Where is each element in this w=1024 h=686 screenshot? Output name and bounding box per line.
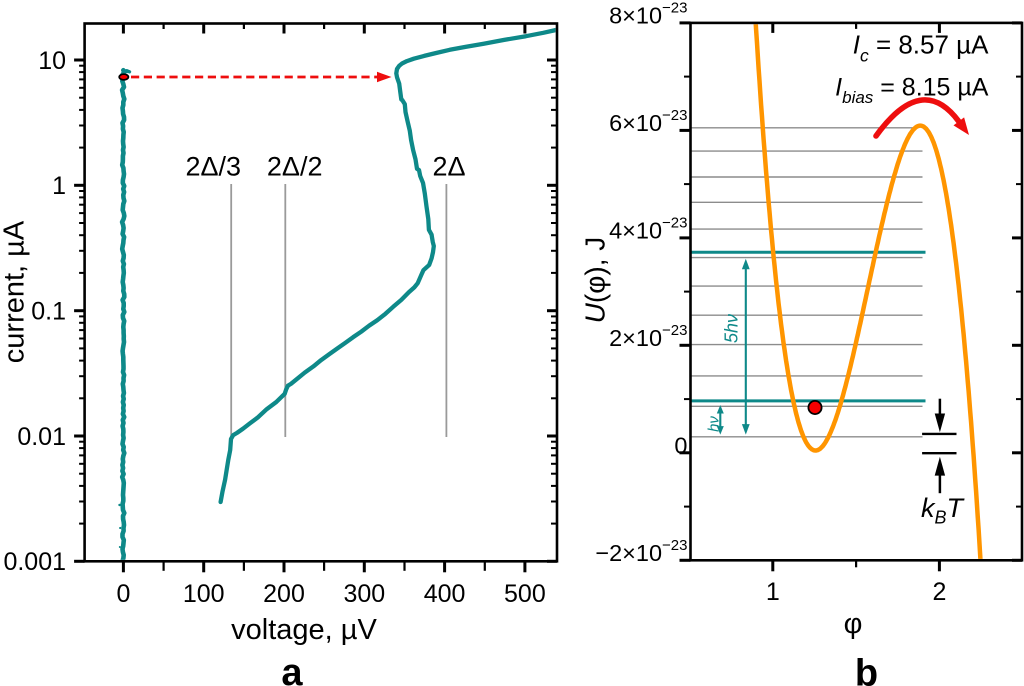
svg-text:10: 10 <box>38 47 66 75</box>
svg-text:5hν: 5hν <box>722 314 742 343</box>
svg-text:0: 0 <box>674 432 687 458</box>
svg-text:2Δ/2: 2Δ/2 <box>267 152 323 182</box>
svg-text:300: 300 <box>343 580 385 608</box>
svg-text:2Δ/3: 2Δ/3 <box>186 152 242 182</box>
svg-text:b: b <box>855 653 878 686</box>
svg-text:0.1: 0.1 <box>31 298 66 326</box>
svg-text:500: 500 <box>504 580 546 608</box>
svg-text:0: 0 <box>116 580 130 608</box>
svg-text:a: a <box>281 652 303 686</box>
svg-text:voltage, µV: voltage, µV <box>231 614 377 646</box>
svg-text:current, µA: current, µA <box>0 220 31 363</box>
svg-text:φ: φ <box>844 608 863 640</box>
svg-text:1: 1 <box>766 578 780 606</box>
svg-text:kBT: kBT <box>921 493 966 528</box>
svg-text:2: 2 <box>932 578 946 606</box>
svg-text:Ibias = 8.15 µA: Ibias = 8.15 µA <box>835 74 989 108</box>
svg-text:Ic = 8.57 µA: Ic = 8.57 µA <box>853 30 989 66</box>
svg-text:U(φ), J: U(φ), J <box>580 237 611 324</box>
svg-text:0.001: 0.001 <box>3 548 66 576</box>
svg-text:hν: hν <box>706 416 723 432</box>
svg-text:1: 1 <box>52 172 66 200</box>
svg-text:4×10−23: 4×10−23 <box>609 214 687 243</box>
svg-text:200: 200 <box>263 580 305 608</box>
svg-text:2Δ: 2Δ <box>432 152 465 182</box>
svg-text:400: 400 <box>424 580 466 608</box>
svg-text:0.01: 0.01 <box>17 423 66 451</box>
svg-text:100: 100 <box>183 580 225 608</box>
